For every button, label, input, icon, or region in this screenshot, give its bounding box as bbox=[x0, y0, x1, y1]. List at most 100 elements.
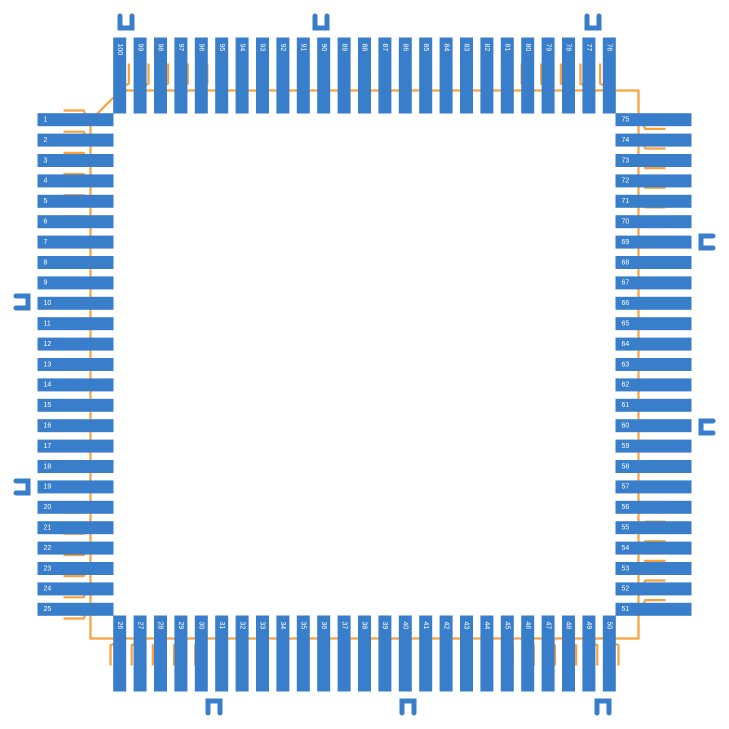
pin-label-67: 67 bbox=[622, 280, 630, 287]
pin-label-64: 64 bbox=[622, 341, 630, 348]
fiducial bbox=[16, 481, 28, 493]
pin-6 bbox=[38, 215, 114, 228]
pin-label-49: 49 bbox=[585, 622, 592, 630]
pin-label-45: 45 bbox=[503, 622, 510, 630]
fiducial bbox=[208, 701, 220, 713]
fiducial bbox=[120, 16, 132, 28]
pin-label-27: 27 bbox=[136, 622, 143, 630]
pin-label-50: 50 bbox=[605, 622, 612, 630]
pin-label-72: 72 bbox=[622, 178, 630, 185]
pin-label-74: 74 bbox=[622, 137, 630, 144]
pin-2 bbox=[38, 134, 114, 147]
pin-label-59: 59 bbox=[622, 443, 630, 450]
fiducial bbox=[402, 701, 414, 713]
pin-label-4: 4 bbox=[44, 178, 48, 185]
pin-label-23: 23 bbox=[44, 565, 52, 572]
pin-label-35: 35 bbox=[299, 622, 306, 630]
pin-label-60: 60 bbox=[622, 423, 630, 430]
pin-label-63: 63 bbox=[622, 361, 630, 368]
pin-label-2: 2 bbox=[44, 137, 48, 144]
pin-label-97: 97 bbox=[177, 44, 184, 52]
pin-label-81: 81 bbox=[503, 44, 510, 52]
pin-label-19: 19 bbox=[44, 484, 52, 491]
pin-label-44: 44 bbox=[483, 622, 490, 630]
pin-label-6: 6 bbox=[44, 219, 48, 226]
pin-4 bbox=[38, 174, 114, 187]
pin-label-78: 78 bbox=[565, 44, 572, 52]
pin-7 bbox=[38, 236, 114, 249]
pin-label-31: 31 bbox=[218, 622, 225, 630]
pin-label-28: 28 bbox=[157, 622, 164, 630]
pin-label-5: 5 bbox=[44, 198, 48, 205]
pin-label-77: 77 bbox=[585, 44, 592, 52]
fiducial bbox=[587, 16, 599, 28]
pin-label-90: 90 bbox=[320, 44, 327, 52]
pin-label-18: 18 bbox=[44, 463, 52, 470]
pin-label-25: 25 bbox=[44, 606, 52, 613]
fiducial bbox=[701, 421, 713, 433]
pin-label-13: 13 bbox=[44, 361, 52, 368]
pin-labels: 1234567891011121314151617181920212223242… bbox=[44, 44, 630, 630]
pin-label-88: 88 bbox=[361, 44, 368, 52]
pin-label-29: 29 bbox=[177, 622, 184, 630]
pin-label-10: 10 bbox=[44, 300, 52, 307]
pin-label-21: 21 bbox=[44, 525, 52, 532]
pin-label-70: 70 bbox=[622, 219, 630, 226]
pin-label-53: 53 bbox=[622, 565, 630, 572]
pin-label-20: 20 bbox=[44, 504, 52, 511]
pin-label-73: 73 bbox=[622, 157, 630, 164]
pin-label-40: 40 bbox=[401, 622, 408, 630]
pin-label-62: 62 bbox=[622, 382, 630, 389]
pin-label-86: 86 bbox=[401, 44, 408, 52]
pin-label-80: 80 bbox=[524, 44, 531, 52]
pin-label-56: 56 bbox=[622, 504, 630, 511]
pin-label-8: 8 bbox=[44, 259, 48, 266]
pin-label-39: 39 bbox=[381, 622, 388, 630]
pin-label-83: 83 bbox=[463, 44, 470, 52]
pin-label-52: 52 bbox=[622, 586, 630, 593]
pin-label-71: 71 bbox=[622, 198, 630, 205]
pin-label-3: 3 bbox=[44, 157, 48, 164]
pin-label-87: 87 bbox=[381, 44, 388, 52]
fiducial bbox=[701, 236, 713, 248]
pins bbox=[38, 38, 692, 692]
pin-label-68: 68 bbox=[622, 259, 630, 266]
pin-label-22: 22 bbox=[44, 545, 52, 552]
pin-label-51: 51 bbox=[622, 606, 630, 613]
pin-label-93: 93 bbox=[259, 44, 266, 52]
traces bbox=[64, 64, 666, 666]
pin-label-48: 48 bbox=[565, 622, 572, 630]
pin-label-99: 99 bbox=[136, 44, 143, 52]
pin-label-37: 37 bbox=[340, 622, 347, 630]
pin-label-30: 30 bbox=[197, 622, 204, 630]
pin-label-36: 36 bbox=[320, 622, 327, 630]
pin-3 bbox=[38, 154, 114, 167]
pin-label-24: 24 bbox=[44, 586, 52, 593]
pin-label-66: 66 bbox=[622, 300, 630, 307]
pin-label-17: 17 bbox=[44, 443, 52, 450]
pin-label-43: 43 bbox=[463, 622, 470, 630]
fiducial bbox=[16, 296, 28, 308]
pin-8 bbox=[38, 256, 114, 269]
pin-label-47: 47 bbox=[544, 622, 551, 630]
pin-label-89: 89 bbox=[340, 44, 347, 52]
pin-label-75: 75 bbox=[622, 117, 630, 124]
pin-label-95: 95 bbox=[218, 44, 225, 52]
pin-label-26: 26 bbox=[116, 622, 123, 630]
pin-label-42: 42 bbox=[442, 622, 449, 630]
pin-label-94: 94 bbox=[238, 44, 245, 52]
pin-label-100: 100 bbox=[116, 44, 123, 56]
pin-label-65: 65 bbox=[622, 321, 630, 328]
footprint-svg: 1234567891011121314151617181920212223242… bbox=[0, 0, 729, 729]
pin-label-12: 12 bbox=[44, 341, 52, 348]
pin-label-34: 34 bbox=[279, 622, 286, 630]
body-outline bbox=[91, 91, 639, 639]
pin-label-69: 69 bbox=[622, 239, 630, 246]
pin-label-57: 57 bbox=[622, 484, 630, 491]
pin-label-7: 7 bbox=[44, 239, 48, 246]
pin-label-84: 84 bbox=[442, 44, 449, 52]
pin-label-46: 46 bbox=[524, 622, 531, 630]
pin-label-55: 55 bbox=[622, 525, 630, 532]
fiducial bbox=[315, 16, 327, 28]
pin-label-85: 85 bbox=[422, 44, 429, 52]
